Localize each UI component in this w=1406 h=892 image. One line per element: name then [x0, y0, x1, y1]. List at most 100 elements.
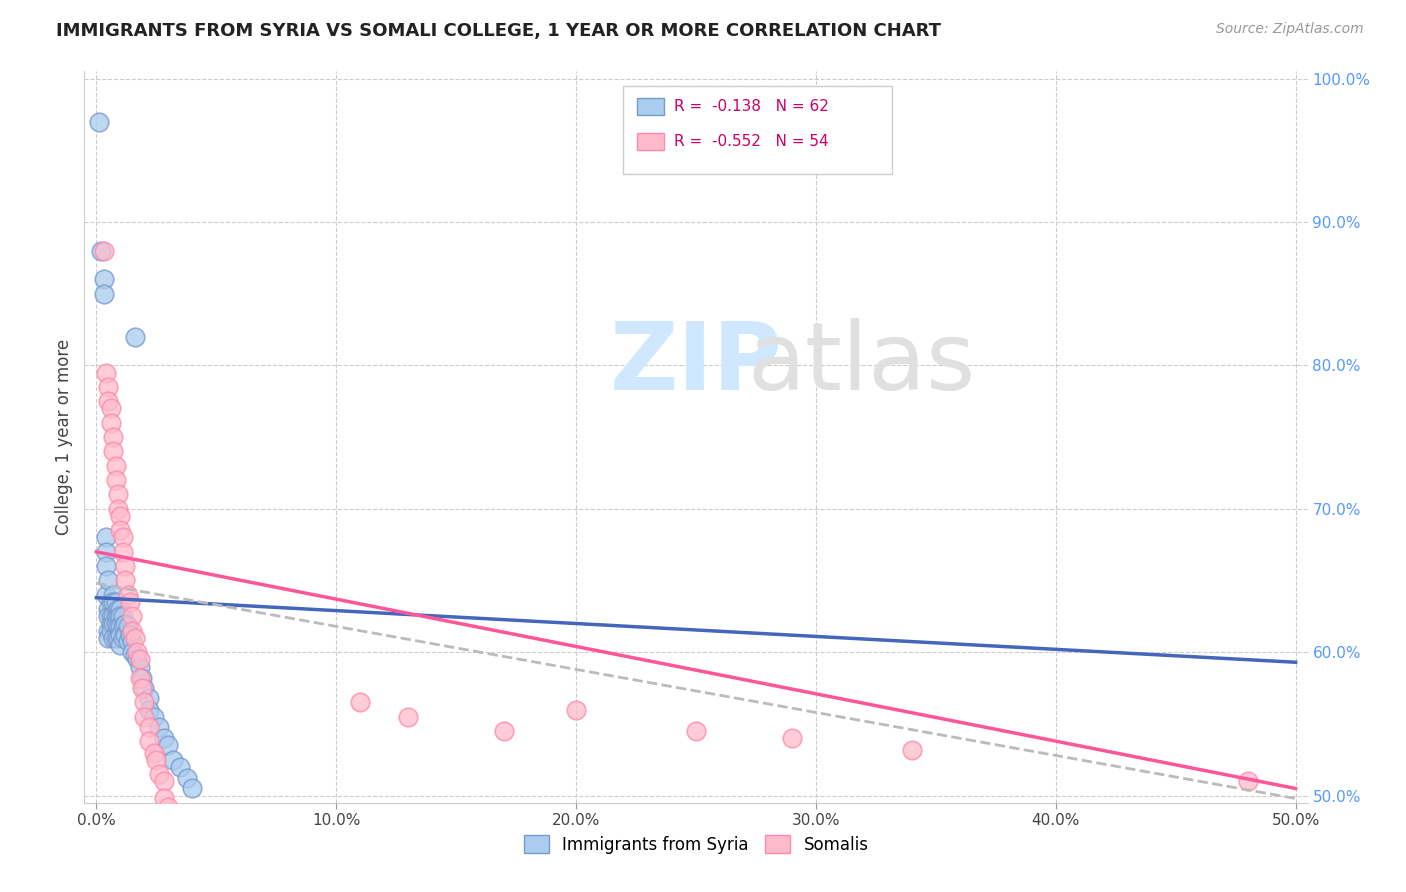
Point — [157, 739, 180, 753]
Point — [128, 659, 150, 673]
Point — [152, 731, 174, 746]
Point — [94, 531, 117, 545]
Point — [138, 702, 160, 716]
Point — [97, 574, 120, 588]
Point — [181, 874, 204, 888]
Point — [104, 609, 127, 624]
Point — [134, 710, 156, 724]
Point — [169, 760, 191, 774]
Point — [101, 430, 124, 444]
Point — [121, 624, 143, 638]
Point — [494, 724, 516, 739]
Point — [104, 616, 127, 631]
Point — [157, 800, 180, 814]
Point — [97, 624, 120, 638]
Point — [111, 619, 134, 633]
Point — [107, 602, 129, 616]
Point — [152, 774, 174, 789]
Point — [138, 734, 160, 748]
Point — [93, 286, 115, 301]
FancyBboxPatch shape — [623, 86, 891, 174]
Point — [104, 458, 127, 473]
Point — [107, 609, 129, 624]
Point — [97, 631, 120, 645]
Point — [111, 631, 134, 645]
Bar — [637, 98, 664, 115]
Point — [901, 743, 924, 757]
Point — [117, 588, 139, 602]
Point — [111, 545, 134, 559]
Point — [97, 602, 120, 616]
Point — [138, 720, 160, 734]
Point — [145, 753, 167, 767]
Point — [100, 609, 122, 624]
Point — [142, 710, 165, 724]
Point — [104, 595, 127, 609]
Point — [90, 244, 112, 258]
Point — [117, 633, 139, 648]
Point — [111, 609, 134, 624]
Point — [94, 559, 117, 574]
Point — [111, 531, 134, 545]
Point — [176, 857, 198, 871]
Point — [110, 508, 132, 523]
Point — [107, 619, 129, 633]
Point — [152, 791, 174, 805]
Text: R =  -0.552   N = 54: R = -0.552 N = 54 — [673, 134, 828, 149]
Point — [93, 272, 115, 286]
Point — [162, 753, 184, 767]
Point — [110, 619, 132, 633]
Point — [181, 781, 204, 796]
Point — [131, 671, 153, 685]
Text: Source: ZipAtlas.com: Source: ZipAtlas.com — [1216, 22, 1364, 37]
Point — [100, 416, 122, 430]
Point — [121, 645, 143, 659]
Point — [101, 616, 124, 631]
Point — [104, 631, 127, 645]
Point — [121, 609, 143, 624]
Bar — [637, 133, 664, 151]
Point — [396, 710, 419, 724]
Point — [127, 652, 149, 666]
Point — [780, 731, 803, 746]
Point — [117, 619, 139, 633]
Point — [107, 501, 129, 516]
Point — [101, 588, 124, 602]
Point — [97, 394, 120, 409]
Point — [114, 559, 136, 574]
Point — [186, 886, 208, 892]
Point — [157, 814, 180, 829]
Point — [138, 691, 160, 706]
Point — [101, 609, 124, 624]
Point — [110, 524, 132, 538]
Point — [124, 329, 146, 343]
Point — [104, 473, 127, 487]
Point — [124, 631, 146, 645]
Point — [131, 681, 153, 695]
Point — [100, 616, 122, 631]
Point — [97, 380, 120, 394]
Point — [101, 444, 124, 458]
Point — [110, 609, 132, 624]
Point — [110, 638, 132, 652]
Point — [107, 487, 129, 501]
Point — [685, 724, 707, 739]
Text: ZIP: ZIP — [610, 318, 782, 410]
Point — [124, 648, 146, 662]
Point — [128, 671, 150, 685]
Point — [134, 695, 156, 709]
Point — [114, 616, 136, 631]
Text: R =  -0.138   N = 62: R = -0.138 N = 62 — [673, 99, 828, 114]
Point — [128, 652, 150, 666]
Point — [162, 829, 184, 843]
Point — [1236, 774, 1258, 789]
Point — [148, 720, 170, 734]
Point — [127, 645, 149, 659]
Point — [94, 366, 117, 380]
Point — [110, 628, 132, 642]
Point — [565, 702, 588, 716]
Point — [142, 746, 165, 760]
Point — [176, 772, 198, 786]
Point — [107, 631, 129, 645]
Text: IMMIGRANTS FROM SYRIA VS SOMALI COLLEGE, 1 YEAR OR MORE CORRELATION CHART: IMMIGRANTS FROM SYRIA VS SOMALI COLLEGE,… — [56, 22, 941, 40]
